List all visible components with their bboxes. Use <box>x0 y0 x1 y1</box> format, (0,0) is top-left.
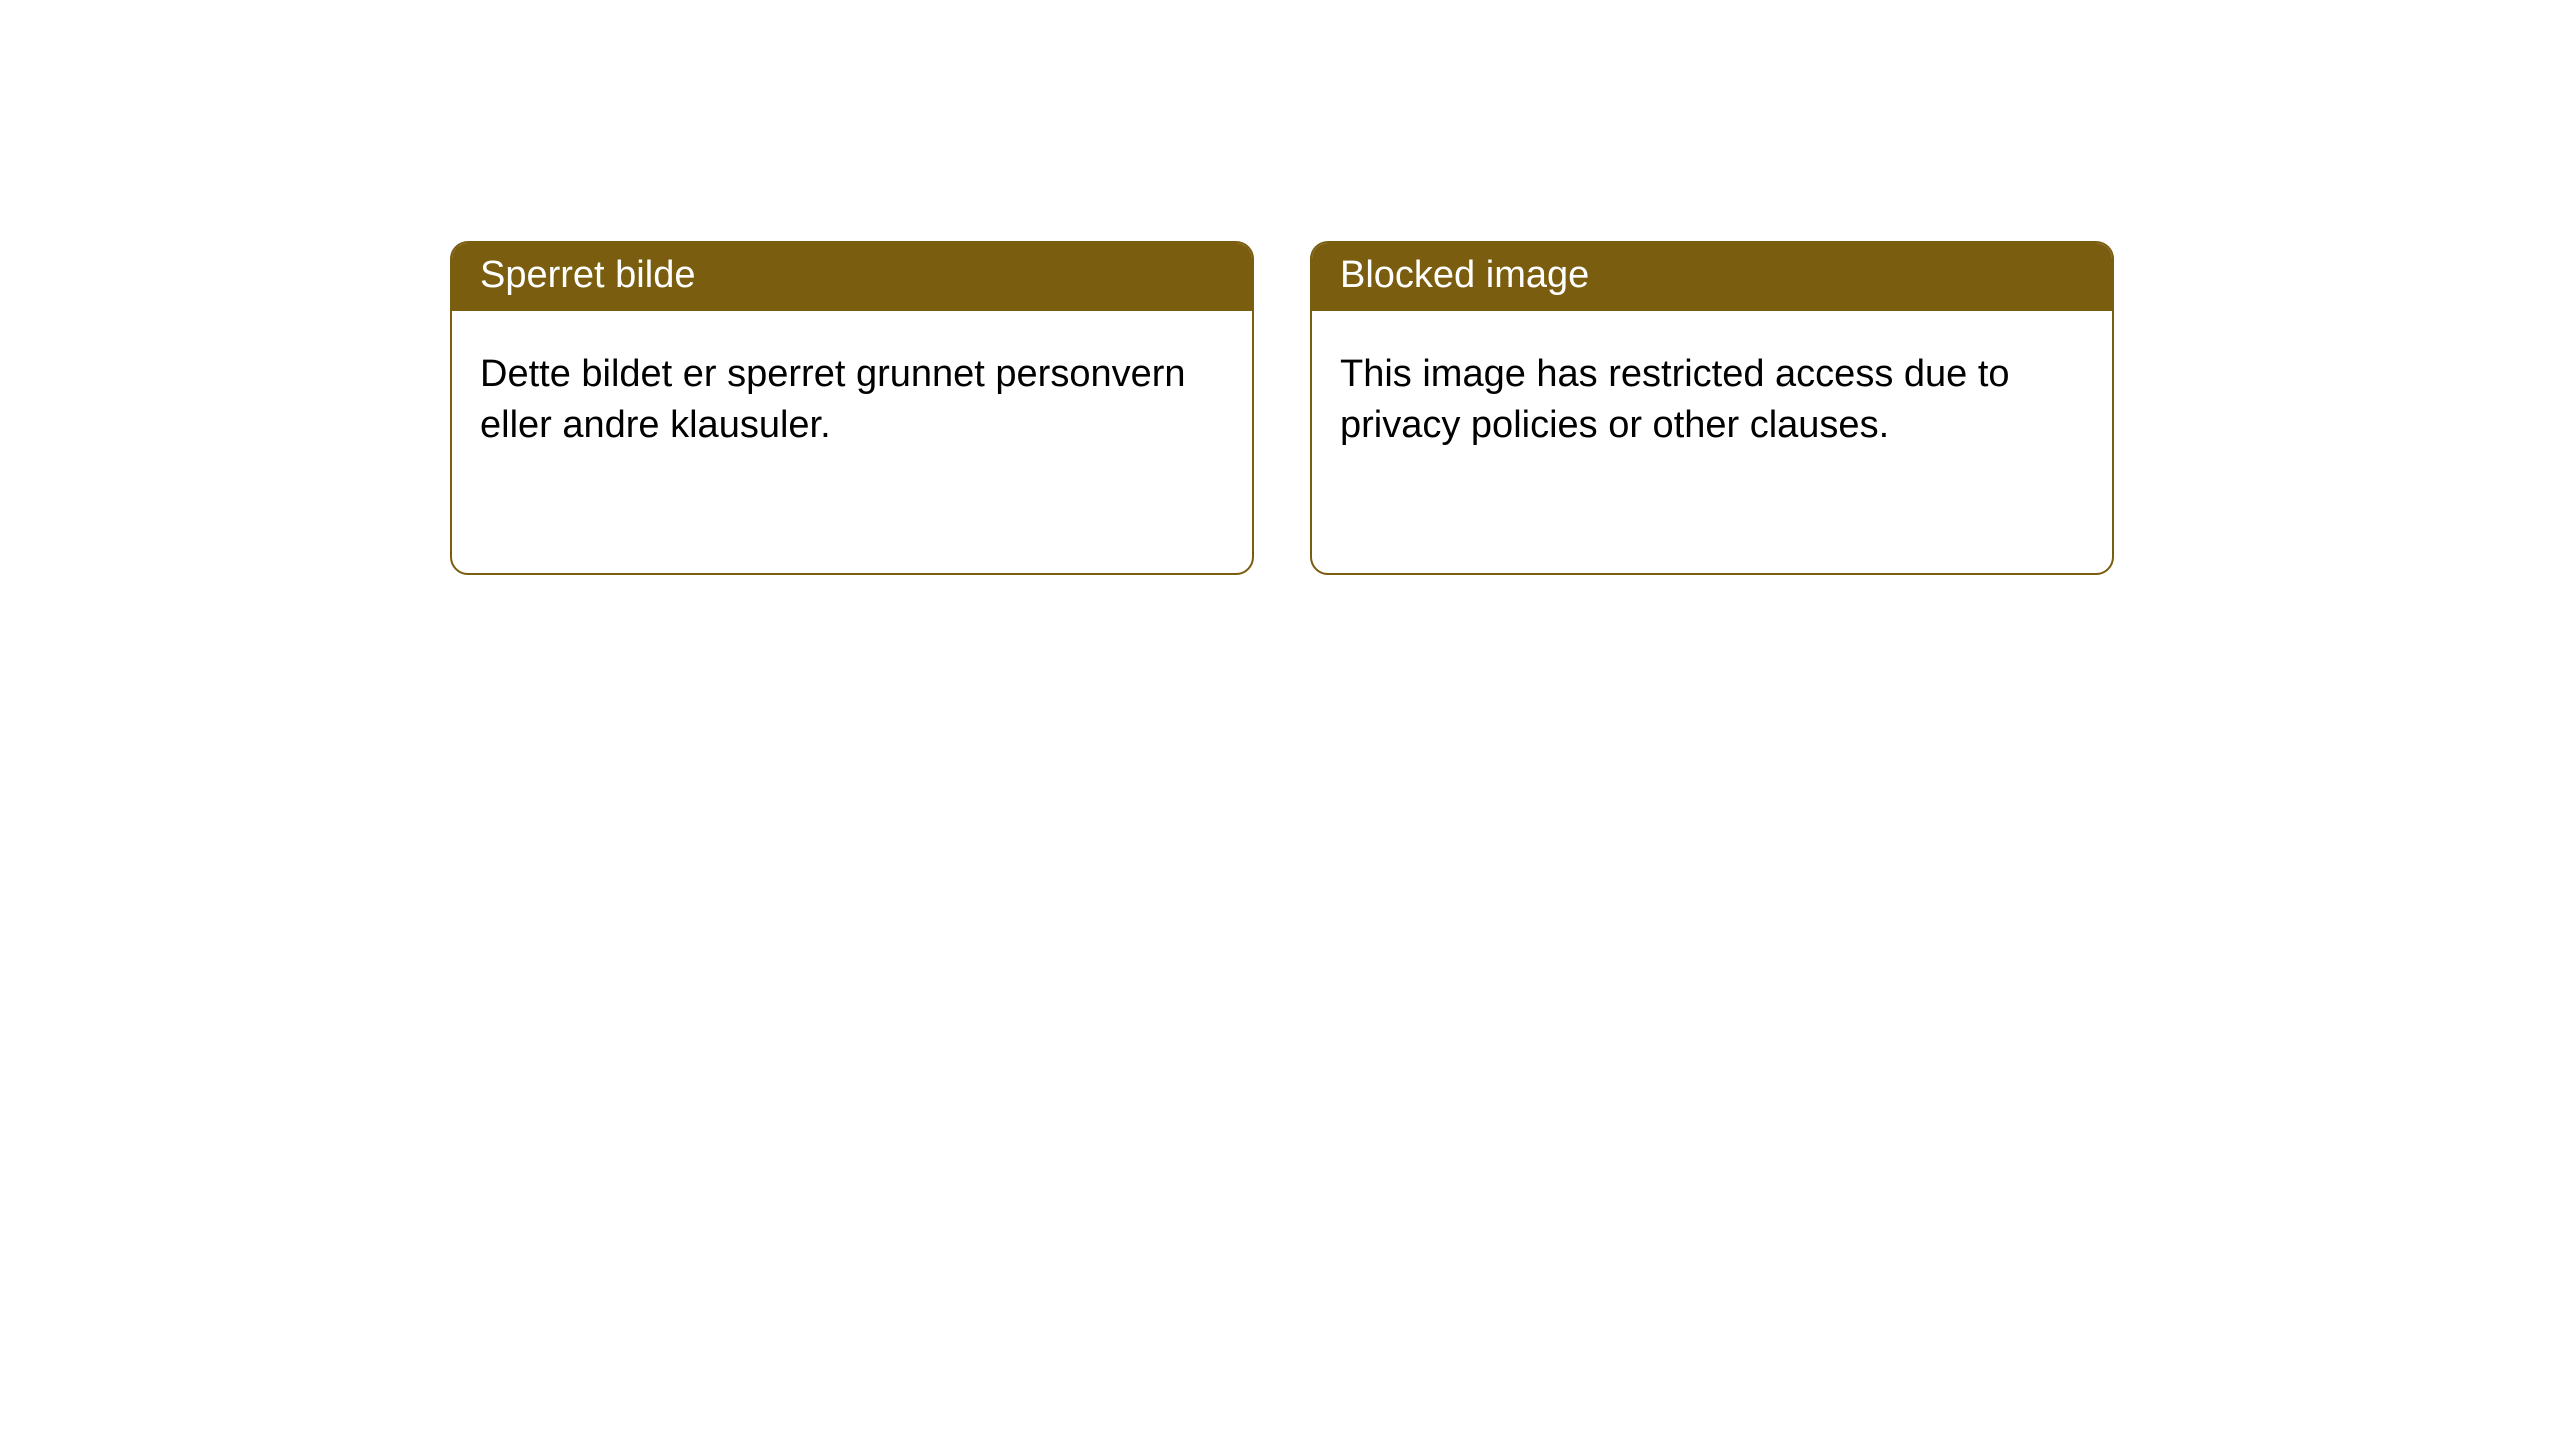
notice-container: Sperret bilde Dette bildet er sperret gr… <box>0 0 2560 575</box>
notice-header: Blocked image <box>1312 243 2112 311</box>
notice-box-english: Blocked image This image has restricted … <box>1310 241 2114 575</box>
notice-body: Dette bildet er sperret grunnet personve… <box>452 311 1252 476</box>
notice-box-norwegian: Sperret bilde Dette bildet er sperret gr… <box>450 241 1254 575</box>
notice-body: This image has restricted access due to … <box>1312 311 2112 476</box>
notice-header: Sperret bilde <box>452 243 1252 311</box>
